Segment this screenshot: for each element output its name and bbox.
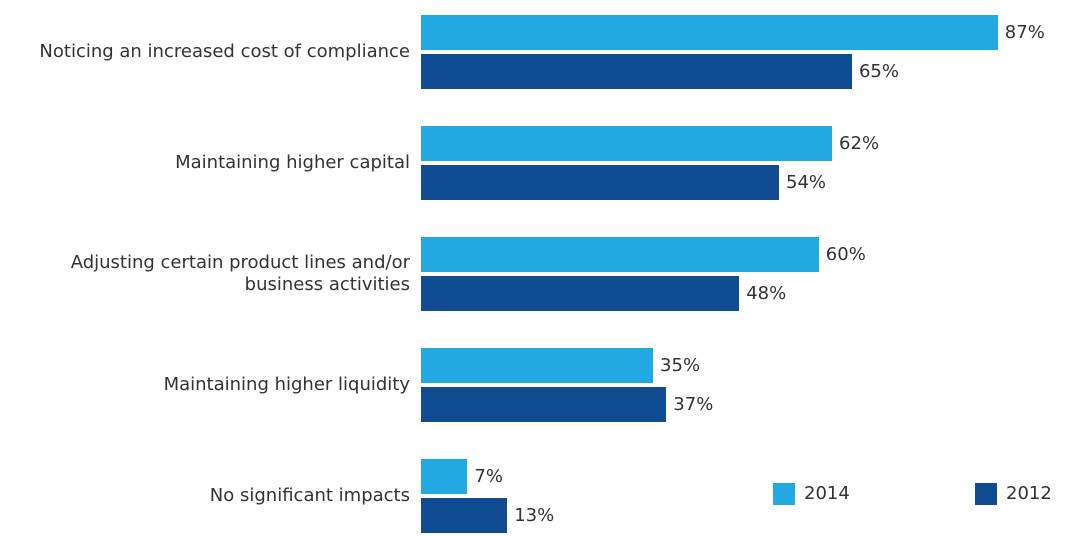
legend-swatch: [773, 483, 795, 505]
value-label: 62%: [839, 133, 880, 154]
category-label: Maintaining higher liquidity: [163, 374, 410, 395]
value-label: 87%: [1004, 22, 1045, 43]
bar: [421, 165, 780, 200]
legend-label: 2012: [1006, 483, 1052, 504]
bar: [421, 459, 468, 494]
category-label: Maintaining higher capital: [175, 152, 410, 173]
value-label: 35%: [660, 355, 701, 376]
value-label: 13%: [514, 505, 555, 526]
value-label: 60%: [825, 244, 866, 265]
value-label: 65%: [858, 61, 899, 82]
bar: [421, 498, 508, 533]
category-label: No significant impacts: [209, 485, 410, 506]
bar: [421, 348, 654, 383]
legend-label: 2014: [804, 483, 850, 504]
category-label: Noticing an increased cost of compliance: [39, 41, 410, 62]
bar: [421, 126, 833, 161]
bar: [421, 387, 667, 422]
bar: [421, 54, 852, 89]
value-label: 54%: [786, 172, 827, 193]
page: Noticing an increased cost of compliance…: [39, 15, 1052, 533]
bar: [421, 15, 998, 50]
value-label: 37%: [673, 394, 714, 415]
bar: [421, 237, 819, 272]
legend-swatch: [975, 483, 997, 505]
bar: [421, 276, 740, 311]
value-label: 48%: [746, 283, 787, 304]
value-label: 7%: [474, 466, 503, 487]
category-label: Adjusting certain product lines and/or b…: [70, 252, 410, 295]
